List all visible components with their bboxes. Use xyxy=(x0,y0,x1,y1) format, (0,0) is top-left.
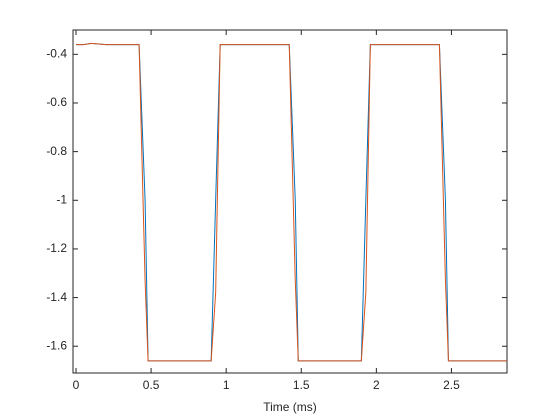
y-tick-label: -1.6 xyxy=(46,338,67,352)
x-tick-label: 2 xyxy=(373,378,380,392)
y-tick-label: -0.6 xyxy=(46,95,67,109)
y-tick-label: -0.4 xyxy=(46,46,67,60)
x-tick-label: 2.5 xyxy=(443,378,460,392)
x-tick-label: 0.5 xyxy=(143,378,160,392)
y-tick-label: -1 xyxy=(56,192,67,206)
x-tick-label: 1 xyxy=(223,378,230,392)
data-line xyxy=(76,42,507,362)
x-tick-label: 0 xyxy=(73,378,80,392)
y-tick-label: -1.4 xyxy=(46,290,67,304)
x-tick-label: 1.5 xyxy=(293,378,310,392)
y-tick-label: -1.2 xyxy=(46,241,67,255)
y-tick-label: -0.8 xyxy=(46,144,67,158)
x-axis-label: Time (ms) xyxy=(263,400,317,414)
